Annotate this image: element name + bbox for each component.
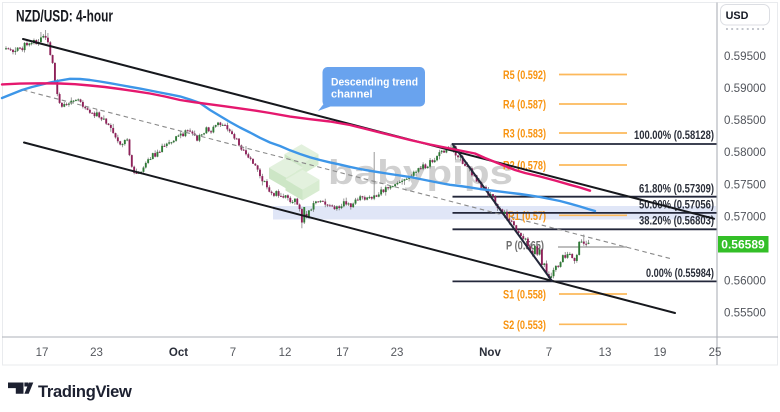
svg-text:R1 (0.57): R1 (0.57) [508, 211, 546, 223]
svg-text:7: 7 [230, 347, 236, 359]
svg-text:0.59000: 0.59000 [724, 82, 766, 95]
svg-text:S2 (0.553): S2 (0.553) [503, 320, 546, 332]
svg-text:0.57500: 0.57500 [724, 179, 766, 192]
svg-text:NZD/USD: 4-hour: NZD/USD: 4-hour [16, 8, 113, 26]
svg-text:0.58500: 0.58500 [724, 114, 766, 127]
svg-text:R3 (0.583): R3 (0.583) [503, 129, 546, 141]
svg-text:0.56589: 0.56589 [721, 238, 765, 252]
svg-text:S1 (0.558): S1 (0.558) [503, 290, 546, 302]
svg-text:50.00% (0.57056): 50.00% (0.57056) [639, 200, 714, 212]
svg-text:19: 19 [654, 347, 667, 359]
svg-text:17: 17 [336, 347, 349, 359]
svg-text:0.57000: 0.57000 [724, 211, 766, 224]
svg-text:38.20% (0.56803): 38.20% (0.56803) [639, 216, 714, 228]
svg-text:23: 23 [90, 347, 103, 359]
svg-text:17: 17 [36, 347, 49, 359]
svg-text:R4 (0.587): R4 (0.587) [503, 100, 546, 112]
svg-text:0.55500: 0.55500 [724, 307, 766, 320]
svg-text:USD: USD [726, 10, 749, 22]
svg-text:0.56000: 0.56000 [724, 275, 766, 288]
svg-text:channel: channel [331, 89, 373, 101]
svg-text:61.80% (0.57309): 61.80% (0.57309) [639, 184, 714, 196]
svg-text:100.00% (0.58128): 100.00% (0.58128) [634, 130, 714, 142]
svg-text:0.58000: 0.58000 [724, 146, 766, 159]
svg-text:Oct: Oct [169, 347, 188, 359]
svg-text:R5 (0.592): R5 (0.592) [503, 70, 546, 82]
svg-text:TradingView: TradingView [38, 383, 132, 401]
svg-text:25: 25 [709, 347, 722, 359]
svg-text:0.00% (0.55984): 0.00% (0.55984) [646, 268, 714, 280]
svg-text:Descending trend: Descending trend [331, 77, 418, 89]
svg-text:12: 12 [279, 347, 292, 359]
svg-text:0.59500: 0.59500 [724, 50, 766, 63]
svg-text:Nov: Nov [479, 347, 501, 359]
svg-text:13: 13 [599, 347, 612, 359]
svg-text:23: 23 [391, 347, 404, 359]
svg-text:7: 7 [546, 347, 552, 359]
